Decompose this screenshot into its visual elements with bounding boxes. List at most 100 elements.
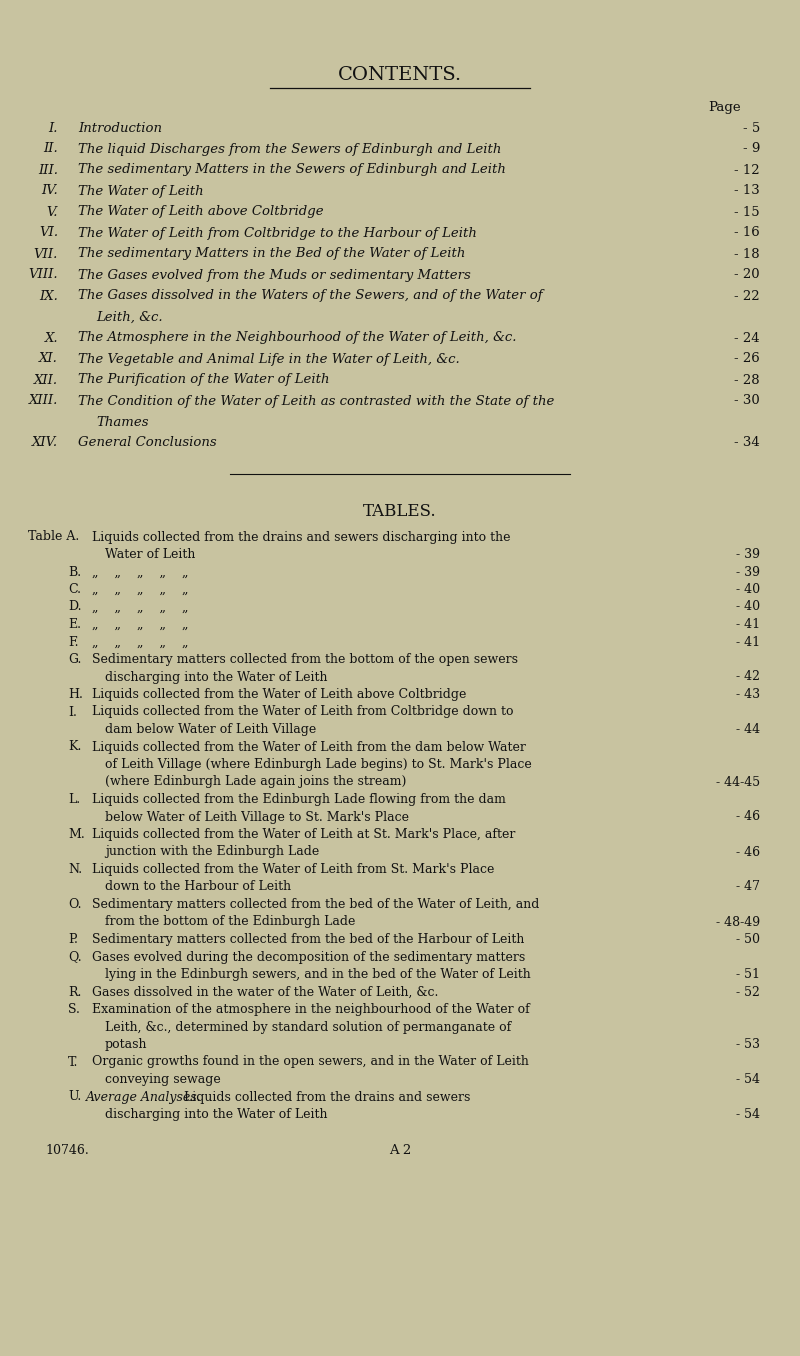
- Text: The Water of Leith above Coltbridge: The Water of Leith above Coltbridge: [78, 206, 324, 218]
- Text: - 26: - 26: [734, 353, 760, 366]
- Text: The Condition of the Water of Leith as contrasted with the State of the: The Condition of the Water of Leith as c…: [78, 395, 554, 408]
- Text: U.: U.: [68, 1090, 82, 1104]
- Text: R.: R.: [68, 986, 82, 998]
- Text: - 34: - 34: [734, 437, 760, 449]
- Text: Liquids collected from the Water of Leith above Coltbridge: Liquids collected from the Water of Leit…: [92, 687, 466, 701]
- Text: B.: B.: [68, 565, 81, 579]
- Text: Table A.: Table A.: [28, 530, 79, 544]
- Text: Liquids collected from the Water of Leith from the dam below Water: Liquids collected from the Water of Leit…: [92, 740, 526, 754]
- Text: - 13: - 13: [734, 184, 760, 198]
- Text: - 40: - 40: [736, 601, 760, 613]
- Text: E.: E.: [68, 618, 81, 631]
- Text: - 39: - 39: [736, 548, 760, 561]
- Text: The sedimentary Matters in the Bed of the Water of Leith: The sedimentary Matters in the Bed of th…: [78, 248, 466, 260]
- Text: „    „    „    „    „: „ „ „ „ „: [92, 565, 189, 579]
- Text: - 41: - 41: [736, 636, 760, 648]
- Text: conveying sewage: conveying sewage: [105, 1073, 221, 1086]
- Text: - 24: - 24: [734, 331, 760, 344]
- Text: XIII.: XIII.: [29, 395, 58, 408]
- Text: - 39: - 39: [736, 565, 760, 579]
- Text: Q.: Q.: [68, 951, 82, 964]
- Text: IX.: IX.: [39, 289, 58, 302]
- Text: XII.: XII.: [34, 373, 58, 386]
- Text: - 44: - 44: [736, 723, 760, 736]
- Text: XIV.: XIV.: [32, 437, 58, 449]
- Text: Gases dissolved in the water of the Water of Leith, &c.: Gases dissolved in the water of the Wate…: [92, 986, 438, 998]
- Text: - 16: - 16: [734, 226, 760, 240]
- Text: O.: O.: [68, 898, 82, 911]
- Text: The liquid Discharges from the Sewers of Edinburgh and Leith: The liquid Discharges from the Sewers of…: [78, 142, 502, 156]
- Text: discharging into the Water of Leith: discharging into the Water of Leith: [105, 1108, 327, 1121]
- Text: P.: P.: [68, 933, 78, 946]
- Text: The Water of Leith: The Water of Leith: [78, 184, 204, 198]
- Text: C.: C.: [68, 583, 81, 597]
- Text: - 28: - 28: [734, 373, 760, 386]
- Text: - 43: - 43: [736, 687, 760, 701]
- Text: - 22: - 22: [734, 289, 760, 302]
- Text: Introduction: Introduction: [78, 122, 162, 134]
- Text: „    „    „    „    „: „ „ „ „ „: [92, 601, 189, 613]
- Text: N.: N.: [68, 862, 82, 876]
- Text: Organic growths found in the open sewers, and in the Water of Leith: Organic growths found in the open sewers…: [92, 1055, 529, 1069]
- Text: - 50: - 50: [736, 933, 760, 946]
- Text: lying in the Edinburgh sewers, and in the bed of the Water of Leith: lying in the Edinburgh sewers, and in th…: [105, 968, 530, 980]
- Text: K.: K.: [68, 740, 82, 754]
- Text: I.: I.: [49, 122, 58, 134]
- Text: Liquids collected from the drains and sewers discharging into the: Liquids collected from the drains and se…: [92, 530, 510, 544]
- Text: VI.: VI.: [39, 226, 58, 240]
- Text: below Water of Leith Village to St. Mark's Place: below Water of Leith Village to St. Mark…: [105, 811, 409, 823]
- Text: - 20: - 20: [734, 268, 760, 282]
- Text: - 52: - 52: [736, 986, 760, 998]
- Text: (where Edinburgh Lade again joins the stream): (where Edinburgh Lade again joins the st…: [105, 776, 406, 788]
- Text: down to the Harbour of Leith: down to the Harbour of Leith: [105, 880, 291, 894]
- Text: „    „    „    „    „: „ „ „ „ „: [92, 636, 189, 648]
- Text: dam below Water of Leith Village: dam below Water of Leith Village: [105, 723, 316, 736]
- Text: I.: I.: [68, 705, 77, 719]
- Text: - 54: - 54: [736, 1073, 760, 1086]
- Text: D.: D.: [68, 601, 82, 613]
- Text: G.: G.: [68, 654, 82, 666]
- Text: The Atmosphere in the Neighbourhood of the Water of Leith, &c.: The Atmosphere in the Neighbourhood of t…: [78, 331, 517, 344]
- Text: VII.: VII.: [34, 248, 58, 260]
- Text: - 30: - 30: [734, 395, 760, 408]
- Text: The Purification of the Water of Leith: The Purification of the Water of Leith: [78, 373, 330, 386]
- Text: X.: X.: [44, 331, 58, 344]
- Text: F.: F.: [68, 636, 78, 648]
- Text: Liquids collected from the Edinburgh Lade flowing from the dam: Liquids collected from the Edinburgh Lad…: [92, 793, 506, 805]
- Text: H.: H.: [68, 687, 83, 701]
- Text: Liquids collected from the Water of Leith from Coltbridge down to: Liquids collected from the Water of Leit…: [92, 705, 514, 719]
- Text: - 41: - 41: [736, 618, 760, 631]
- Text: Leith, &c.: Leith, &c.: [96, 311, 162, 324]
- Text: discharging into the Water of Leith: discharging into the Water of Leith: [105, 670, 327, 683]
- Text: Average Analyses.: Average Analyses.: [86, 1090, 202, 1104]
- Text: XI.: XI.: [39, 353, 58, 366]
- Text: 10746.: 10746.: [45, 1143, 89, 1157]
- Text: from the bottom of the Edinburgh Lade: from the bottom of the Edinburgh Lade: [105, 915, 355, 929]
- Text: Thames: Thames: [96, 415, 149, 428]
- Text: - 15: - 15: [734, 206, 760, 218]
- Text: - 44-45: - 44-45: [716, 776, 760, 788]
- Text: Examination of the atmosphere in the neighbourhood of the Water of: Examination of the atmosphere in the nei…: [92, 1003, 530, 1016]
- Text: Water of Leith: Water of Leith: [105, 548, 195, 561]
- Text: - 5: - 5: [742, 122, 760, 134]
- Text: - 46: - 46: [736, 846, 760, 858]
- Text: Leith, &c., determined by standard solution of permanganate of: Leith, &c., determined by standard solut…: [105, 1021, 511, 1033]
- Text: The Vegetable and Animal Life in the Water of Leith, &c.: The Vegetable and Animal Life in the Wat…: [78, 353, 460, 366]
- Text: Sedimentary matters collected from the bed of the Water of Leith, and: Sedimentary matters collected from the b…: [92, 898, 539, 911]
- Text: Liquids collected from the Water of Leith at St. Mark's Place, after: Liquids collected from the Water of Leit…: [92, 829, 515, 841]
- Text: Liquids collected from the Water of Leith from St. Mark's Place: Liquids collected from the Water of Leit…: [92, 862, 494, 876]
- Text: - 18: - 18: [734, 248, 760, 260]
- Text: L.: L.: [68, 793, 80, 805]
- Text: - 53: - 53: [736, 1037, 760, 1051]
- Text: - 40: - 40: [736, 583, 760, 597]
- Text: Page: Page: [709, 102, 742, 114]
- Text: TABLES.: TABLES.: [363, 503, 437, 521]
- Text: potash: potash: [105, 1037, 147, 1051]
- Text: - 46: - 46: [736, 811, 760, 823]
- Text: III.: III.: [38, 164, 58, 176]
- Text: - 54: - 54: [736, 1108, 760, 1121]
- Text: „    „    „    „    „: „ „ „ „ „: [92, 618, 189, 631]
- Text: II.: II.: [43, 142, 58, 156]
- Text: A 2: A 2: [389, 1143, 411, 1157]
- Text: M.: M.: [68, 829, 85, 841]
